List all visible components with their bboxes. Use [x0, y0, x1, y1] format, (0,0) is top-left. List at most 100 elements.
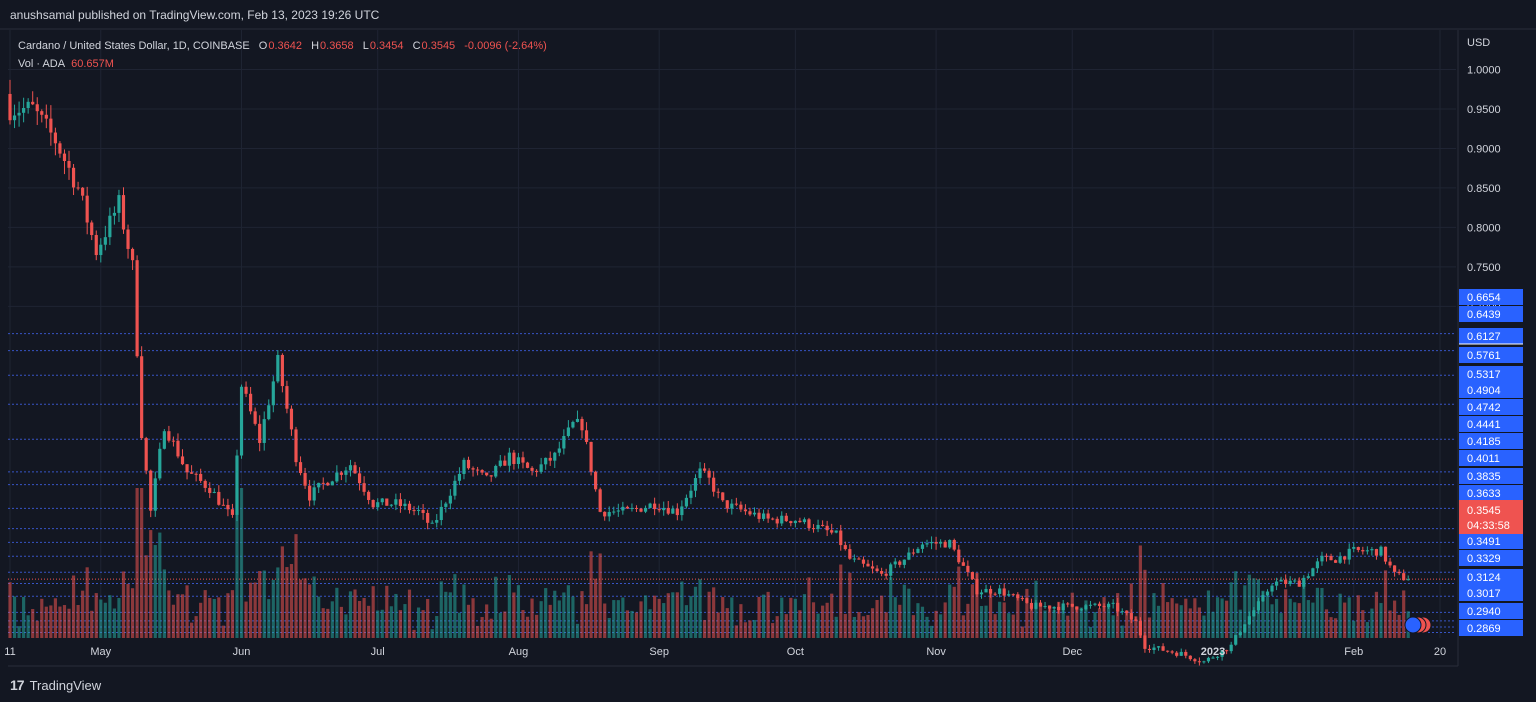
candle-body [26, 101, 30, 108]
event-icons [1404, 616, 1432, 634]
currency-label[interactable]: USD [1467, 37, 1491, 49]
candle-body [339, 472, 343, 475]
volume-bar [1193, 598, 1197, 638]
candle-body [1402, 573, 1406, 581]
volume-bar [180, 594, 185, 638]
candle-body [317, 482, 321, 488]
candle-body [1370, 549, 1374, 551]
candle-body [798, 520, 802, 523]
volume-bar [489, 618, 493, 638]
candle-body [757, 512, 761, 519]
volume-bar [852, 616, 856, 638]
candle-body [189, 472, 194, 474]
volume-bar [430, 629, 434, 638]
volume-bar [662, 603, 666, 638]
candle-body [167, 431, 171, 441]
candle-body [1202, 661, 1206, 663]
candle-body [630, 507, 634, 509]
candle-body [1102, 606, 1106, 608]
candle-body [108, 215, 112, 238]
volume-bar [911, 615, 915, 638]
price-level-label: 0.5761 [1467, 350, 1501, 362]
time-tick-label: Sep [649, 646, 669, 658]
volume-bar [1079, 607, 1083, 638]
volume-bar [766, 591, 770, 638]
volume-bar [1324, 609, 1329, 638]
volume-bar [271, 579, 275, 638]
volume-bar [625, 610, 629, 638]
volume-bar [1093, 612, 1097, 638]
legend: Cardano / United States Dollar, 1D, COIN… [18, 37, 547, 73]
volume-bar [712, 587, 716, 638]
volume-bar [525, 616, 530, 638]
volume-bar [725, 608, 729, 638]
volume-bar [653, 595, 657, 638]
time-axis-labels: 11 May Jun Jul Aug Sep Oct Nov Dec 2023 Feb 20 [4, 646, 1446, 658]
candle-body [1061, 603, 1065, 611]
candle-body [180, 456, 185, 465]
volume-bar [108, 595, 112, 638]
candle-body [58, 143, 62, 154]
candle-body [44, 114, 48, 119]
candle-body [1188, 655, 1192, 660]
candle-body [416, 509, 421, 511]
volume-bar [221, 625, 225, 638]
candle-body [49, 118, 53, 133]
price-level-label: 0.2940 [1467, 606, 1501, 618]
high-label: H [311, 40, 320, 52]
price-level-badge [1459, 433, 1523, 449]
candle-body [680, 506, 684, 516]
candle-body [988, 588, 993, 594]
volume-bar [389, 606, 393, 638]
volume-bar [789, 597, 793, 638]
candle-body [1088, 604, 1093, 606]
volume-bar [249, 582, 253, 638]
volume-bar [1184, 598, 1188, 638]
candle-body [448, 495, 452, 504]
volume-bar [1243, 585, 1247, 638]
candle-body [671, 508, 675, 514]
candle-body [1120, 611, 1124, 613]
volume-bar [1320, 587, 1324, 638]
volume-bar [1270, 604, 1274, 638]
volume-bar [535, 614, 539, 638]
candle-body [948, 540, 952, 548]
volume-bar [861, 616, 866, 638]
volume-bar [1202, 615, 1206, 638]
candle-body [707, 470, 711, 478]
volume-bar [253, 582, 257, 638]
candle-body [462, 459, 466, 474]
volume-bar [140, 488, 144, 638]
candle-body [893, 561, 897, 565]
tradingview-brand[interactable]: 17 TradingView [10, 677, 101, 693]
volume-bar [607, 617, 611, 638]
volume-bar [1293, 602, 1297, 638]
volume-bar [412, 629, 416, 638]
volume-bar [839, 564, 843, 638]
candle-body [943, 541, 947, 548]
volume-bar [403, 604, 407, 638]
price-level-label: 0.4441 [1467, 419, 1501, 431]
candle-body [226, 504, 230, 510]
volume-bar [675, 592, 679, 638]
candle-body [621, 506, 625, 511]
candle-body [81, 187, 85, 196]
volume-bar [1247, 574, 1251, 638]
volume-bar [825, 602, 829, 638]
volume-bar [1097, 608, 1102, 638]
volume-bar [698, 579, 702, 638]
price-level-lines [8, 333, 1456, 634]
volume-bar [44, 606, 48, 638]
volume-bar [1007, 613, 1011, 638]
candle-body [1220, 650, 1224, 657]
volume-bar [748, 620, 752, 638]
candle-body [221, 504, 225, 506]
candle-body [748, 511, 752, 515]
volume-bar [1120, 625, 1124, 638]
candle-body [789, 521, 793, 524]
candle-body [426, 512, 430, 523]
candle-body [185, 464, 189, 473]
volume-bar [780, 597, 784, 638]
candle-body [1293, 580, 1297, 582]
